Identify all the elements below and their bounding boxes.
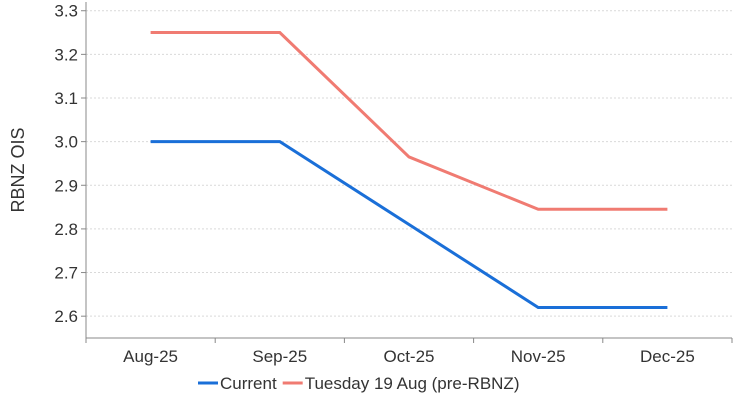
- y-tick-label: 2.9: [54, 176, 78, 195]
- y-tick-label: 3.0: [54, 133, 78, 152]
- y-tick-label: 3.2: [54, 45, 78, 64]
- y-tick-label: 2.8: [54, 220, 78, 239]
- axes: [85, 2, 732, 339]
- y-tick-label: 2.6: [54, 307, 78, 326]
- y-axis-title: RBNZ OIS: [8, 127, 28, 212]
- y-axis-ticks: 2.6 2.7 2.8 2.9 3.0 3.1 3.2 3.3: [54, 2, 86, 326]
- series-line-pre-rbnz: [150, 31, 668, 211]
- x-tick-label: Aug-25: [123, 347, 178, 366]
- x-axis-ticks: Aug-25 Sep-25 Oct-25 Nov-25 Dec-25: [85, 338, 733, 366]
- y-tick-label: 2.7: [54, 264, 78, 283]
- series-lines: [150, 31, 668, 309]
- legend-label: Current: [220, 374, 277, 393]
- y-tick-label: 3.3: [54, 2, 78, 21]
- legend-label: Tuesday 19 Aug (pre-RBNZ): [305, 374, 520, 393]
- x-tick-label: Nov-25: [511, 347, 566, 366]
- series-line-current: [150, 140, 668, 309]
- gridlines: [86, 10, 732, 317]
- x-tick-label: Oct-25: [383, 347, 434, 366]
- x-tick-label: Dec-25: [640, 347, 695, 366]
- x-tick-label: Sep-25: [252, 347, 307, 366]
- legend: Current Tuesday 19 Aug (pre-RBNZ): [198, 374, 519, 393]
- y-tick-label: 3.1: [54, 89, 78, 108]
